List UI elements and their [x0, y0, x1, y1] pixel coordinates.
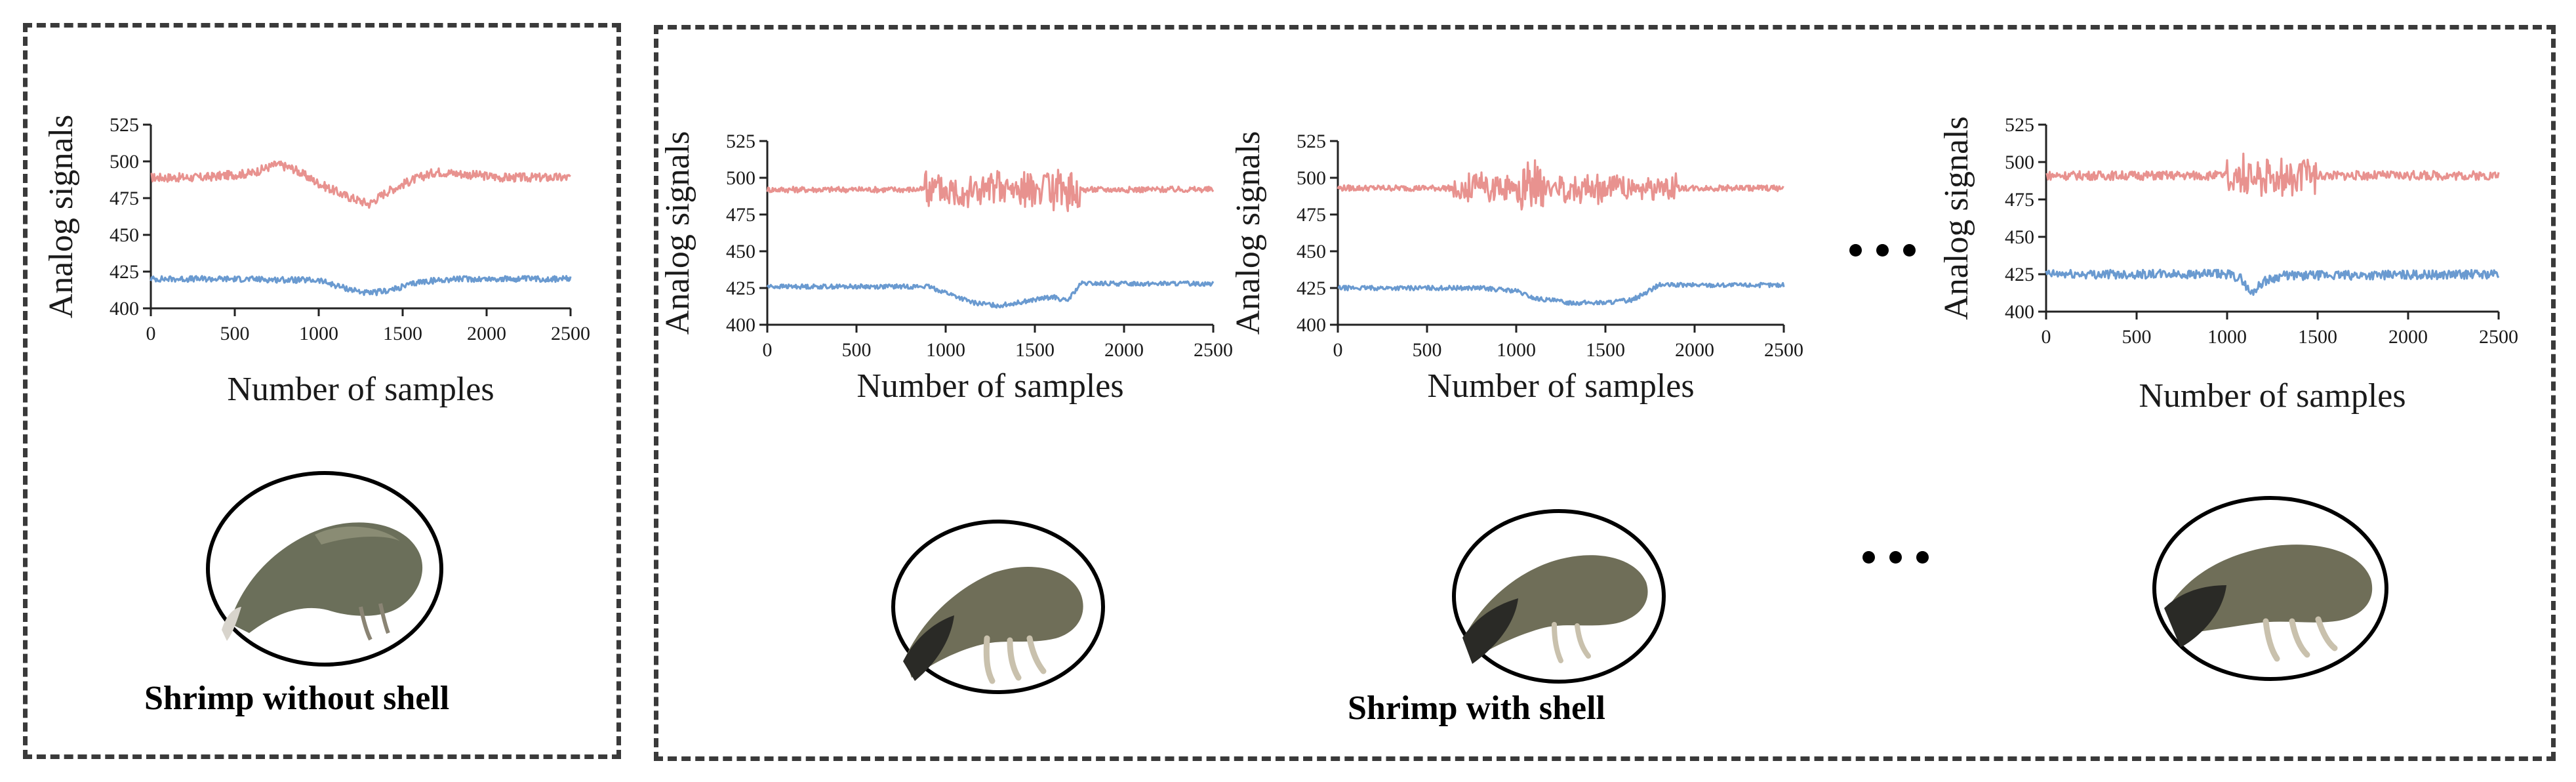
y-tick-label: 400: [726, 314, 755, 336]
y-tick-label: 475: [110, 188, 139, 209]
x-tick-label: 1500: [1015, 339, 1055, 361]
y-tick-label: 525: [1297, 131, 1326, 152]
x-tick-label: 500: [2122, 326, 2152, 348]
x-tick-label: 1000: [1497, 339, 1536, 361]
y-tick-label: 475: [726, 204, 755, 226]
chart-with-shell-4: 0 500 1000 1500 2000 2500 400 425 450 475 500 525 Nu…: [1938, 105, 2518, 433]
x-tick-label: 500: [842, 339, 872, 361]
shrimp-photo-with-shell-2: [1449, 506, 1669, 690]
y-tick-label: 400: [110, 298, 139, 319]
series-line-0: [2045, 152, 2500, 197]
x-tick-label: 2500: [1764, 339, 1803, 361]
x-tick-label: 2000: [1104, 339, 1144, 361]
x-tick-label: 2000: [1675, 339, 1714, 361]
y-tick-label: 475: [1297, 204, 1326, 226]
x-tick-label: 1000: [2207, 326, 2247, 348]
y-tick-label: 425: [726, 278, 755, 299]
series-line-1: [1337, 281, 1785, 306]
y-tick-label: 450: [110, 224, 139, 246]
caption-with-shell: Shrimp with shell: [1348, 689, 1605, 727]
y-tick-label: 525: [110, 114, 139, 136]
series-line-0: [1337, 159, 1784, 211]
y-tick-label: 450: [1297, 241, 1326, 262]
x-tick-label: 0: [2042, 326, 2051, 348]
y-tick-label: 450: [2005, 226, 2034, 248]
series-line-0: [150, 160, 571, 209]
y-tick-label: 425: [2005, 264, 2034, 285]
x-tick-label: 0: [1333, 339, 1343, 361]
y-tick-label: 425: [110, 261, 139, 283]
y-tick-label: 500: [110, 151, 139, 173]
y-tick-label: 500: [726, 167, 755, 189]
series-line-1: [2045, 268, 2500, 296]
series-line-0: [766, 169, 1215, 213]
y-axis-label: Analog signals: [43, 115, 80, 319]
shrimp-photo-without-shell: [203, 469, 446, 672]
x-tick-label: 1500: [2298, 326, 2337, 348]
x-axis-label: Number of samples: [2139, 377, 2405, 415]
chart-svg: 0 500 1000 1500 2000 2500 400 425 450 475 500 525 Nu…: [659, 131, 1233, 405]
x-tick-label: 1500: [1586, 339, 1625, 361]
x-tick-label: 1500: [383, 323, 422, 344]
x-tick-label: 1000: [299, 323, 338, 344]
chart-with-shell-1: 0 500 1000 1500 2000 2500 400 425 450 475 500 525 Nu…: [656, 121, 1233, 430]
y-tick-label: 525: [2005, 114, 2034, 136]
y-tick-label: 500: [2005, 152, 2034, 173]
y-axis-label: Analog signals: [1230, 131, 1267, 335]
x-tick-label: 2000: [467, 323, 506, 344]
x-tick-label: 0: [146, 323, 156, 344]
x-tick-label: 1000: [926, 339, 965, 361]
y-tick-label: 525: [726, 131, 755, 152]
y-tick-label: 400: [2005, 301, 2034, 323]
chart-without-shell: 0 500 1000 1500 2000 2500 400 425 450 475 500 525 Nu…: [26, 105, 597, 433]
y-tick-label: 475: [2005, 189, 2034, 211]
y-tick-label: 400: [1297, 314, 1326, 336]
x-tick-label: 2500: [1194, 339, 1233, 361]
ellipsis-dots: [1862, 551, 1929, 564]
x-tick-label: 2000: [2388, 326, 2428, 348]
y-tick-label: 500: [1297, 167, 1326, 189]
x-axis-label: Number of samples: [1427, 367, 1694, 405]
panel-without-shell: [23, 23, 621, 759]
x-tick-label: 2500: [551, 323, 590, 344]
y-axis-label: Analog signals: [659, 131, 696, 335]
series-line-1: [150, 275, 572, 297]
chart-svg: 0 500 1000 1500 2000 2500 400 425 450 475 500 525 Nu…: [1938, 114, 2518, 415]
ellipsis-dots: [1849, 244, 1916, 257]
x-tick-label: 0: [763, 339, 773, 361]
y-tick-label: 425: [1297, 278, 1326, 299]
chart-with-shell-2: 0 500 1000 1500 2000 2500 400 425 450 475 500 525 Nu…: [1226, 121, 1803, 430]
caption-without-shell: Shrimp without shell: [144, 680, 450, 717]
x-tick-label: 2500: [2479, 326, 2518, 348]
shrimp-photo-with-shell-4: [2151, 493, 2390, 687]
x-tick-label: 500: [1413, 339, 1442, 361]
chart-svg: 0 500 1000 1500 2000 2500 400 425 450 475 500 525 Nu…: [1230, 131, 1803, 405]
y-tick-label: 450: [726, 241, 755, 262]
panel-with-shell: [654, 25, 2556, 761]
chart-svg: 0 500 1000 1500 2000 2500 400 425 450 475 500 525 Nu…: [43, 114, 590, 408]
shrimp-photo-with-shell-1: [889, 517, 1108, 701]
x-axis-label: Number of samples: [856, 367, 1123, 405]
x-axis-label: Number of samples: [227, 371, 494, 408]
x-tick-label: 500: [220, 323, 250, 344]
y-axis-label: Analog signals: [1938, 116, 1975, 320]
series-line-1: [766, 280, 1215, 309]
